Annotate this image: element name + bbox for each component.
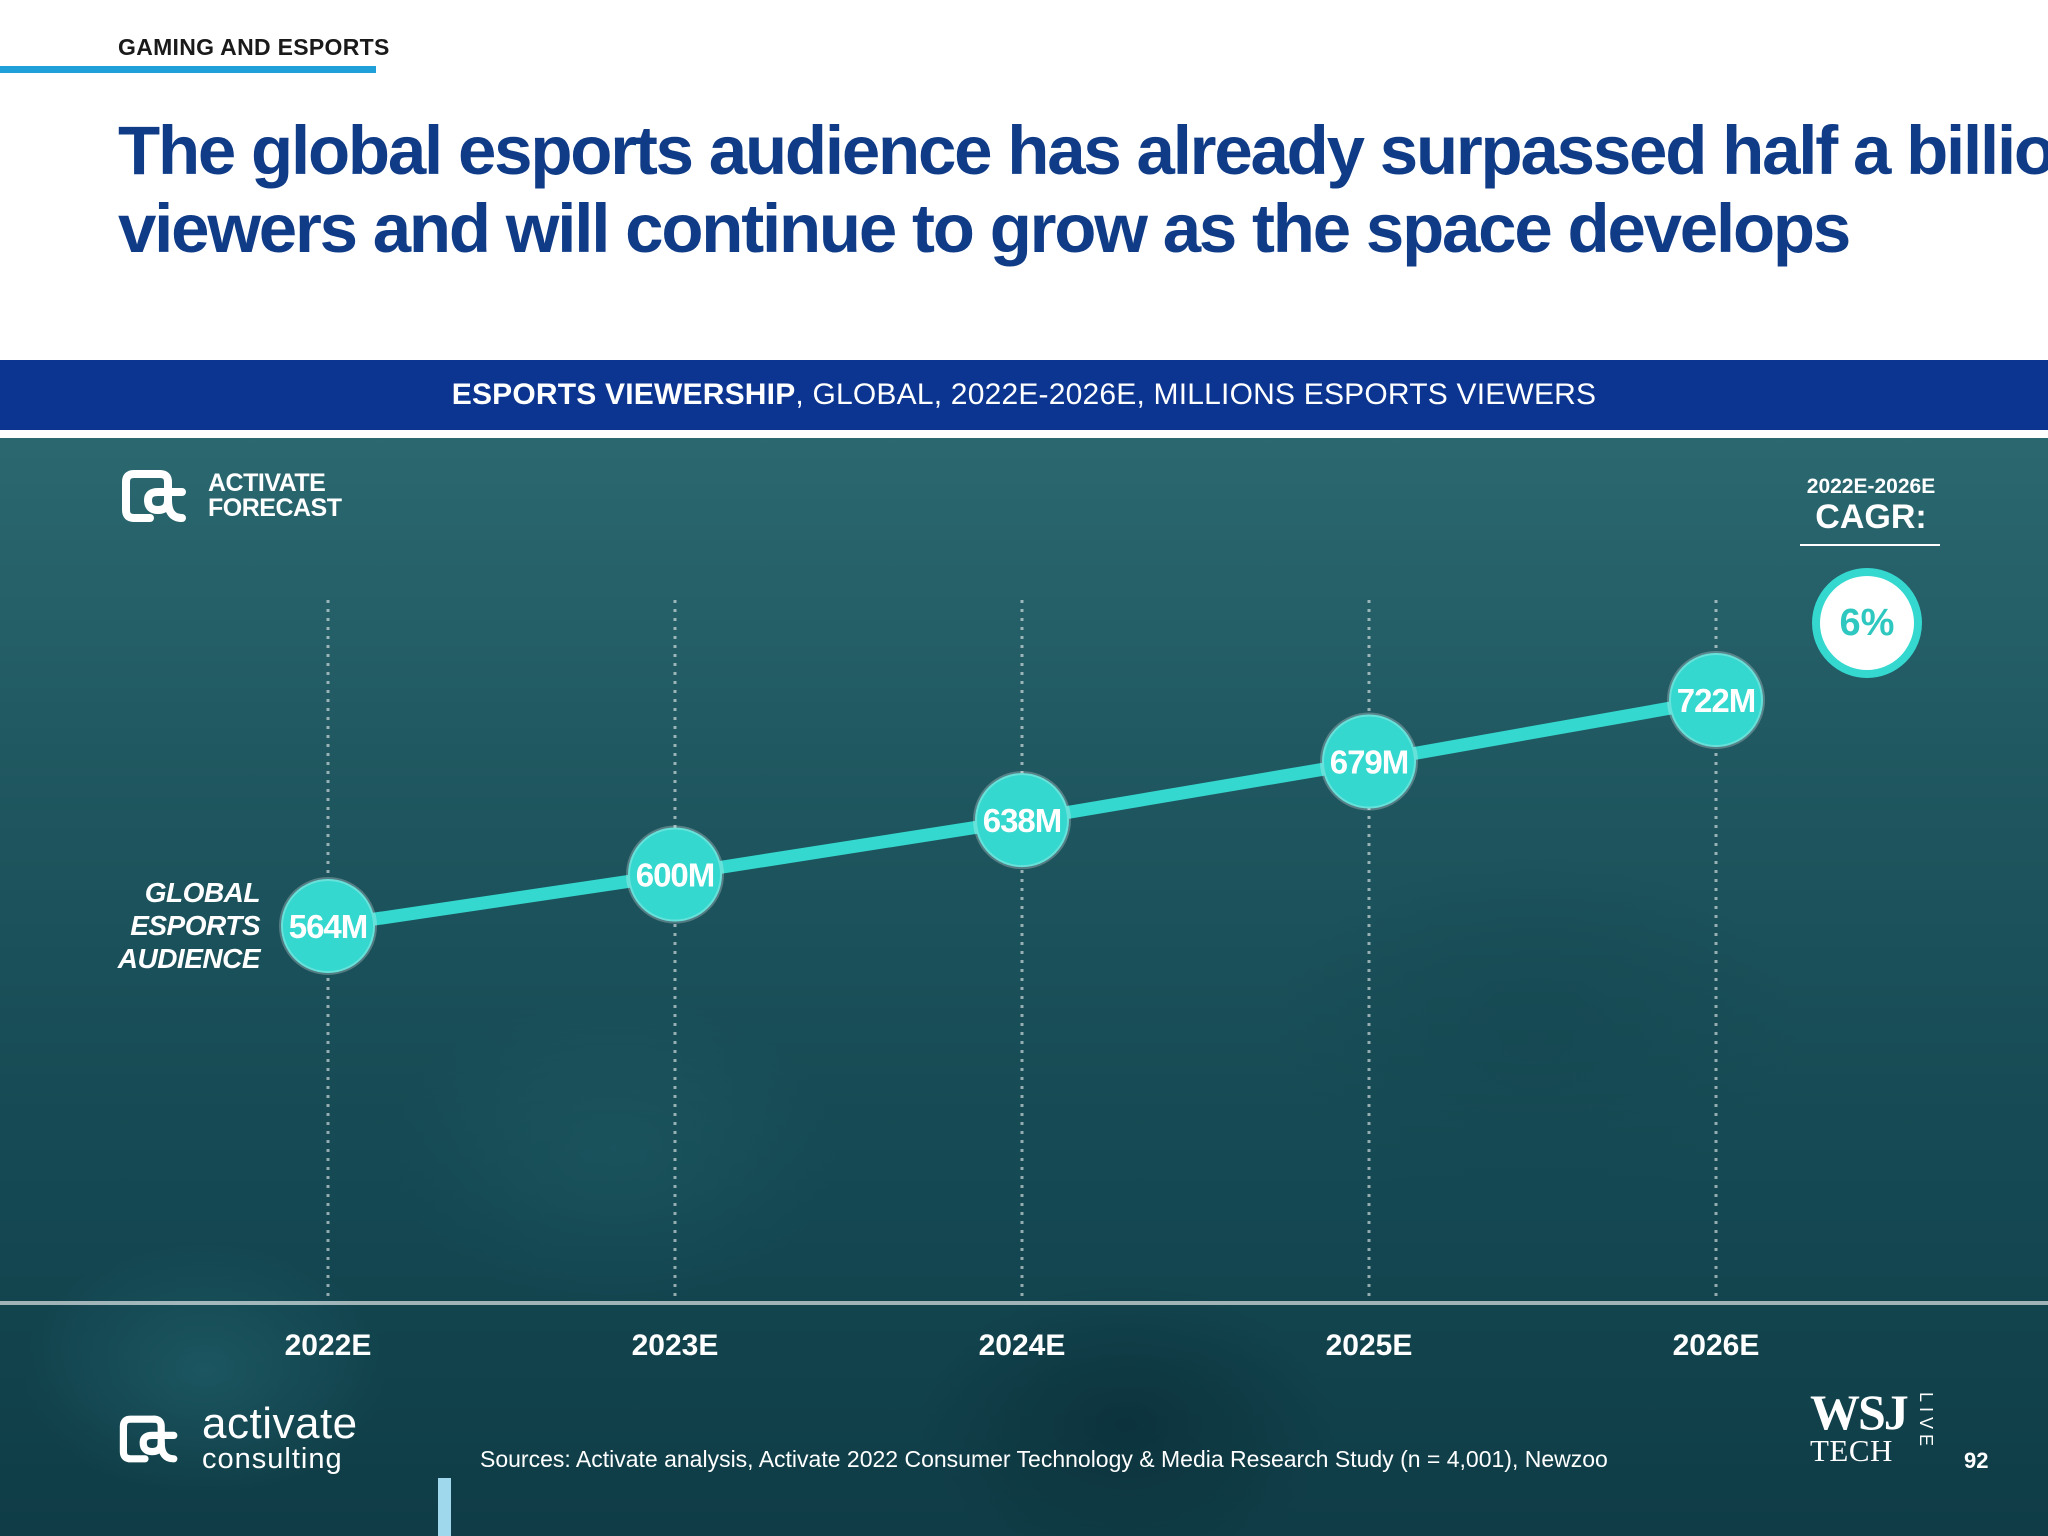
data-point-2025E bbox=[1320, 712, 1418, 811]
cagr-value-circle: 6% bbox=[1812, 568, 1922, 678]
logo-wordmark: activate consulting bbox=[202, 1399, 358, 1475]
series-label: GLOBAL ESPORTS AUDIENCE bbox=[100, 876, 261, 975]
sources-note: Sources: Activate analysis, Activate 202… bbox=[480, 1446, 1608, 1472]
data-label-2024E: 638M bbox=[983, 802, 1062, 839]
section-underline bbox=[0, 66, 376, 73]
activate-consulting-logo: activate consulting bbox=[118, 1399, 358, 1475]
cagr-value: 6% bbox=[1839, 601, 1895, 644]
wsj-text: WSJ bbox=[1810, 1384, 1909, 1440]
series-label-line-1: GLOBAL bbox=[144, 877, 261, 908]
activate-forecast-badge: ACTIVATE FORECAST bbox=[120, 466, 342, 526]
x-tick-label-2022E: 2022E bbox=[285, 1329, 372, 1362]
section-label: GAMING AND ESPORTS bbox=[118, 34, 390, 60]
logo-main-text: activate bbox=[202, 1399, 358, 1448]
tech-text: TECH bbox=[1810, 1433, 1893, 1468]
page-title: The global esports audience has already … bbox=[118, 112, 2048, 268]
photo-top-line bbox=[0, 430, 2048, 438]
live-text: LIVE bbox=[1915, 1392, 1936, 1452]
cagr-label: CAGR: bbox=[1815, 498, 1927, 536]
data-label-2025E: 679M bbox=[1330, 744, 1409, 781]
data-label-2023E: 600M bbox=[636, 857, 715, 894]
x-tick-label-2026E: 2026E bbox=[1673, 1329, 1760, 1362]
data-label-2026E: 722M bbox=[1677, 682, 1756, 719]
data-point-2023E bbox=[626, 825, 724, 924]
chart-title-banner: ESPORTS VIEWERSHIP, GLOBAL, 2022E-2026E,… bbox=[0, 360, 2048, 430]
activate-logo-icon bbox=[122, 470, 186, 522]
data-point-2026E bbox=[1667, 651, 1765, 749]
activate-logo-icon bbox=[119, 1415, 178, 1463]
page-title-line-2: viewers and will continue to grow as the… bbox=[118, 190, 1851, 267]
wsj-wordmark: WSJ TECH bbox=[1810, 1384, 1909, 1468]
cagr-divider bbox=[1800, 544, 1940, 546]
decorative-bar bbox=[438, 1478, 451, 1536]
page-title-line-1: The global esports audience has already … bbox=[118, 112, 2048, 189]
forecast-badge-line-2: FORECAST bbox=[208, 494, 342, 522]
x-tick-label-2023E: 2023E bbox=[632, 1329, 719, 1362]
cagr-period: 2022E-2026E bbox=[1806, 475, 1936, 498]
logo-sub-text: consulting bbox=[202, 1443, 343, 1475]
x-tick-label-2024E: 2024E bbox=[979, 1329, 1066, 1362]
series-label-line-3: AUDIENCE bbox=[117, 943, 261, 974]
x-tick-label-2025E: 2025E bbox=[1326, 1329, 1413, 1362]
data-label-2022E: 564M bbox=[289, 908, 368, 945]
data-point-2024E bbox=[973, 771, 1071, 870]
crowd-background-photo bbox=[0, 430, 2048, 1536]
chart-title-bold: ESPORTS VIEWERSHIP bbox=[451, 378, 796, 411]
forecast-badge-line-1: ACTIVATE bbox=[208, 469, 326, 497]
forecast-badge-text: ACTIVATE FORECAST bbox=[208, 471, 342, 521]
data-point-2022E bbox=[279, 877, 377, 975]
chart-title-rest: , GLOBAL, 2022E-2026E, MILLIONS ESPORTS … bbox=[795, 378, 1597, 411]
wsj-tech-live-logo: WSJ TECH LIVE bbox=[1810, 1384, 1936, 1468]
series-label-line-2: ESPORTS bbox=[130, 910, 260, 941]
page-number: 92 bbox=[1964, 1448, 1989, 1473]
